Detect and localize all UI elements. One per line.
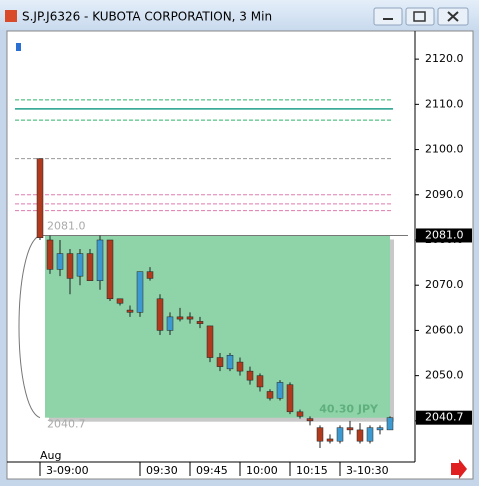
x-tick-label: 10:00 [246, 464, 278, 477]
candle-body [336, 427, 344, 442]
y-tick-label: 2120.0 [425, 52, 464, 65]
range-arc [18, 234, 41, 419]
x-tick-label: 10:15 [296, 464, 328, 477]
y-tick-label: 2060.0 [425, 323, 464, 336]
candle-body [66, 253, 74, 279]
y-tick-label: 2050.0 [425, 369, 464, 382]
candle-body [366, 427, 374, 442]
price-highlight [416, 228, 472, 243]
candle-body [36, 158, 44, 238]
candle-body [256, 375, 264, 388]
candle-body [246, 370, 254, 381]
candle-body [296, 411, 304, 417]
candle-body [286, 384, 294, 413]
range-low-label: 2040.7 [47, 418, 86, 431]
x-month-label: Aug [40, 449, 61, 462]
plot: 2040.02050.02060.02070.02080.02090.02100… [15, 52, 472, 477]
candle-body [376, 427, 384, 431]
candle-body [276, 382, 284, 399]
candle-body [236, 361, 244, 372]
candle-body [166, 316, 174, 331]
candle-body [126, 309, 134, 313]
candle-body [176, 316, 184, 320]
y-tick-label: 2110.0 [425, 97, 464, 110]
candle-body [206, 325, 214, 358]
window-buttons [373, 7, 469, 26]
candle-body [196, 321, 204, 324]
candle-body [356, 429, 364, 442]
candle-body [186, 316, 194, 320]
candle-body [136, 271, 144, 313]
candle-body [216, 357, 224, 367]
price-highlight-label: 2081.0 [425, 228, 464, 241]
candle-body [86, 253, 94, 281]
scroll-arrow[interactable] [451, 459, 467, 479]
maximize-icon [413, 11, 426, 22]
close-icon [447, 11, 459, 22]
indicator-marker [16, 43, 21, 51]
candle-body [266, 391, 274, 399]
price-highlight [416, 410, 472, 425]
app-icon [5, 10, 17, 22]
x-tick-label: 3-09:00 [46, 464, 89, 477]
candle-body [316, 427, 324, 442]
candle-body [56, 253, 64, 270]
range-size-label: 40.30 JPY [319, 403, 379, 416]
candle-body [146, 271, 154, 279]
candle-body [96, 239, 104, 281]
y-tick-label: 2100.0 [425, 143, 464, 156]
range-high-label: 2081.0 [47, 219, 86, 232]
candle-body [46, 239, 54, 270]
minimize-button[interactable] [373, 7, 403, 26]
candle-body [346, 427, 354, 431]
candle-body [116, 298, 124, 304]
candle-body [326, 438, 334, 442]
window-title: S.JP.J6326 - KUBOTA CORPORATION, 3 Min [22, 10, 272, 24]
candle-body [306, 418, 314, 422]
y-tick-label: 2070.0 [425, 278, 464, 291]
y-tick-label: 2090.0 [425, 188, 464, 201]
x-tick-label: 09:45 [196, 464, 228, 477]
candle-body [156, 298, 164, 331]
x-tick-label: 09:30 [146, 464, 178, 477]
candle-body [106, 239, 114, 300]
candle-body [226, 355, 234, 370]
x-tick-label: 3-10:30 [346, 464, 389, 477]
maximize-button[interactable] [405, 7, 435, 26]
candle-body [76, 253, 84, 277]
price-highlight-label: 2040.7 [425, 411, 464, 424]
candle-body [386, 417, 394, 431]
